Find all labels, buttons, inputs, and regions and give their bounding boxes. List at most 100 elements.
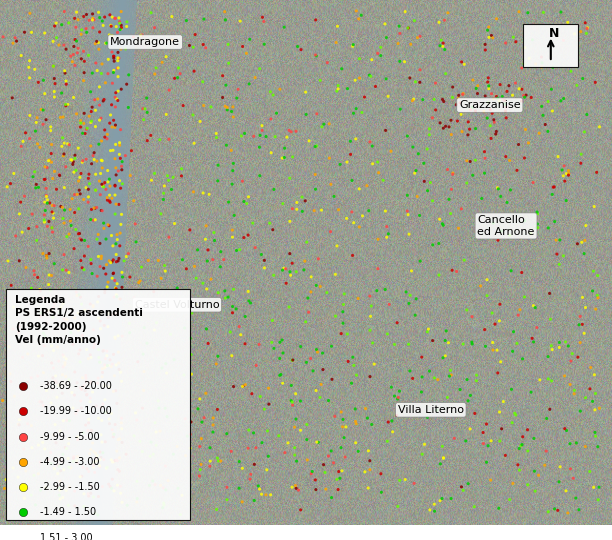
Point: [274, 431, 284, 440]
Point: [59, 183, 69, 192]
Point: [118, 157, 127, 166]
Point: [408, 374, 417, 383]
Point: [75, 383, 85, 392]
Point: [42, 254, 52, 262]
Point: [354, 222, 364, 231]
Point: [95, 358, 105, 367]
Point: [585, 384, 595, 393]
Point: [318, 365, 328, 374]
Point: [487, 309, 497, 318]
Point: [132, 498, 142, 507]
Point: [498, 95, 508, 104]
Point: [121, 45, 130, 53]
Point: [17, 51, 26, 60]
Point: [104, 221, 114, 230]
Point: [73, 435, 83, 444]
Point: [241, 380, 250, 389]
Point: [581, 221, 591, 230]
Point: [393, 395, 403, 403]
Point: [113, 332, 123, 340]
Point: [40, 211, 50, 219]
Point: [429, 95, 439, 104]
Point: [113, 96, 122, 105]
Point: [498, 397, 508, 406]
Point: [395, 57, 405, 66]
Point: [237, 382, 247, 391]
Point: [113, 56, 122, 65]
Point: [95, 190, 105, 199]
Point: [48, 373, 58, 382]
Point: [47, 158, 56, 166]
Point: [357, 212, 367, 220]
Point: [382, 222, 392, 231]
Point: [164, 233, 174, 241]
Point: [201, 235, 211, 244]
Point: [7, 93, 17, 102]
Point: [31, 180, 41, 188]
Point: [35, 285, 45, 294]
Point: [108, 360, 118, 368]
Point: [72, 379, 82, 387]
Point: [496, 192, 506, 201]
Point: [589, 267, 599, 275]
Point: [89, 204, 99, 212]
Point: [570, 30, 580, 38]
Point: [21, 129, 31, 137]
Point: [109, 293, 119, 301]
Point: [403, 24, 412, 32]
Point: [113, 64, 122, 72]
Point: [100, 361, 110, 369]
Point: [508, 479, 518, 488]
Point: [80, 252, 89, 260]
Point: [13, 473, 23, 482]
Point: [144, 481, 154, 490]
Point: [51, 185, 61, 194]
Point: [88, 388, 97, 396]
Point: [76, 397, 86, 406]
Point: [84, 112, 94, 120]
Point: [425, 131, 435, 139]
Point: [227, 352, 237, 360]
Point: [520, 217, 529, 225]
Point: [462, 306, 472, 314]
Point: [107, 123, 117, 131]
Point: [484, 33, 494, 42]
Point: [303, 294, 313, 302]
Text: Villa Literno: Villa Literno: [398, 405, 464, 415]
Point: [189, 67, 199, 76]
Point: [66, 463, 76, 472]
Point: [240, 340, 250, 348]
Point: [255, 64, 264, 73]
Point: [70, 35, 80, 44]
Point: [227, 180, 237, 188]
Point: [382, 329, 392, 338]
Point: [548, 183, 558, 192]
Point: [275, 338, 285, 347]
Point: [75, 173, 85, 182]
Point: [555, 235, 565, 244]
Point: [504, 82, 514, 90]
Point: [50, 87, 59, 96]
Point: [156, 210, 166, 218]
Point: [404, 299, 414, 308]
Point: [97, 157, 107, 165]
Point: [90, 96, 100, 104]
Point: [220, 294, 230, 302]
Point: [452, 117, 462, 125]
Point: [289, 423, 299, 431]
Point: [537, 53, 547, 62]
Point: [70, 14, 80, 23]
Point: [75, 346, 85, 354]
Point: [326, 180, 336, 188]
Point: [83, 307, 93, 315]
Point: [81, 10, 91, 19]
Point: [573, 353, 583, 361]
Point: [313, 254, 323, 263]
Point: [79, 12, 89, 21]
Point: [321, 485, 330, 494]
Point: [419, 159, 429, 167]
Point: [539, 8, 548, 17]
Point: [315, 393, 325, 402]
Point: [92, 451, 102, 460]
Point: [86, 353, 96, 362]
